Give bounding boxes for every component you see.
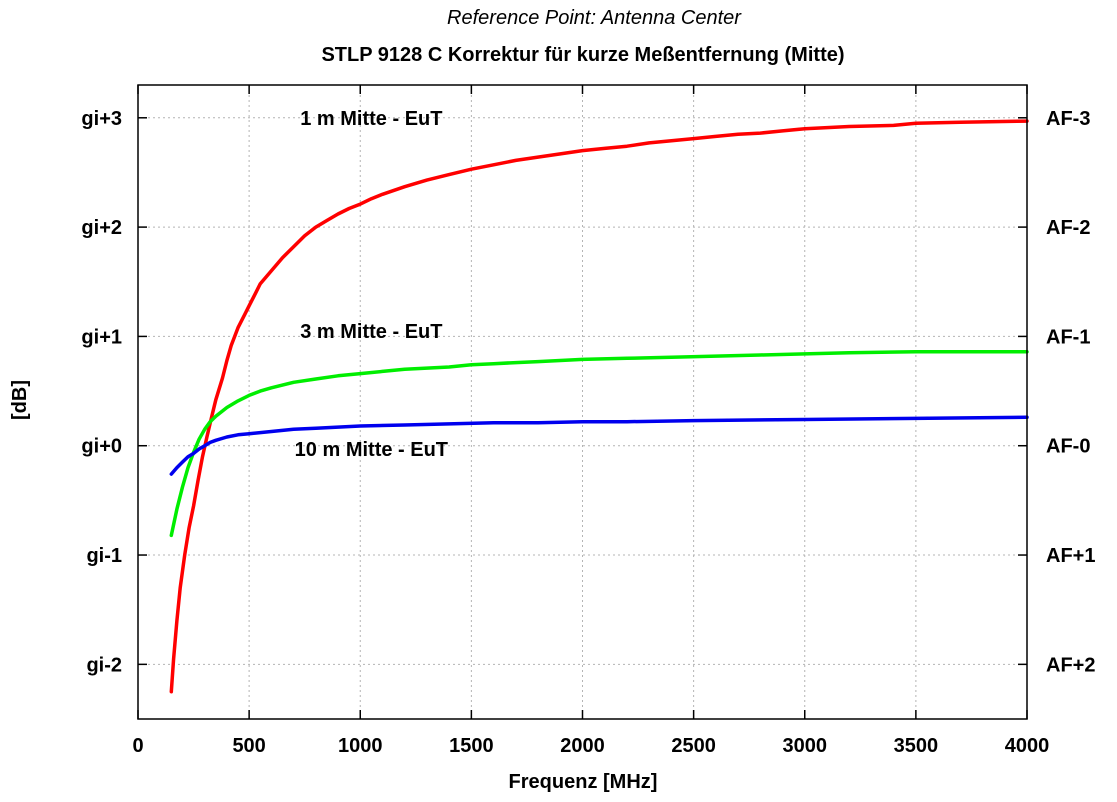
y-tick-label-right: AF-0 bbox=[1046, 436, 1090, 458]
series-group bbox=[169, 119, 1029, 694]
y-axis-label: [dB] bbox=[9, 380, 31, 420]
x-tick-label: 0 bbox=[132, 735, 143, 757]
y-tick-label-right: AF-3 bbox=[1046, 108, 1090, 130]
x-tick-label: 3000 bbox=[783, 735, 828, 757]
series-3m-line bbox=[169, 349, 1029, 538]
annotations: 1 m Mitte - EuT 3 m Mitte - EuT 10 m Mitte… bbox=[295, 108, 448, 461]
y-tick-label-right: AF+1 bbox=[1046, 545, 1095, 567]
x-tick-label: 2000 bbox=[560, 735, 605, 757]
x-tick-label: 500 bbox=[232, 735, 265, 757]
series-annotation: 3 m Mitte - EuT bbox=[300, 321, 442, 343]
y-tick-label-right: AF-2 bbox=[1046, 217, 1090, 239]
x-tick-label: 1500 bbox=[449, 735, 494, 757]
chart-subtitle: Reference Point: Antenna Center bbox=[447, 7, 742, 29]
series-annotation: 10 m Mitte - EuT bbox=[295, 439, 448, 461]
x-tick-label: 2500 bbox=[671, 735, 716, 757]
axis-ticks bbox=[137, 85, 1028, 719]
series-10m-line bbox=[169, 415, 1029, 476]
x-tick-label: 3500 bbox=[894, 735, 939, 757]
series-annotation: 1 m Mitte - EuT bbox=[300, 108, 442, 130]
x-tick-label: 4000 bbox=[1005, 735, 1050, 757]
series-1m-line bbox=[169, 119, 1029, 694]
y-tick-label-left: gi-1 bbox=[86, 545, 122, 567]
y-tick-label-right: AF+2 bbox=[1046, 654, 1095, 676]
y-tick-label-left: gi-2 bbox=[86, 654, 122, 676]
grid bbox=[138, 85, 1027, 719]
y-tick-label-left: gi+0 bbox=[81, 436, 122, 458]
x-tick-label: 1000 bbox=[338, 735, 383, 757]
y-tick-label-left: gi+2 bbox=[81, 217, 122, 239]
x-axis-label: Frequenz [MHz] bbox=[509, 771, 658, 793]
chart-title: STLP 9128 C Korrektur für kurze Meßentfe… bbox=[321, 44, 844, 66]
y-tick-label-right: AF-1 bbox=[1046, 326, 1090, 348]
tick-labels: 0 500 1000 1500 2000 2500 3000 3500 4000 gi+3 AF-3… bbox=[81, 108, 1095, 757]
y-tick-label-left: gi+3 bbox=[81, 108, 122, 130]
y-tick-label-left: gi+1 bbox=[81, 326, 122, 348]
